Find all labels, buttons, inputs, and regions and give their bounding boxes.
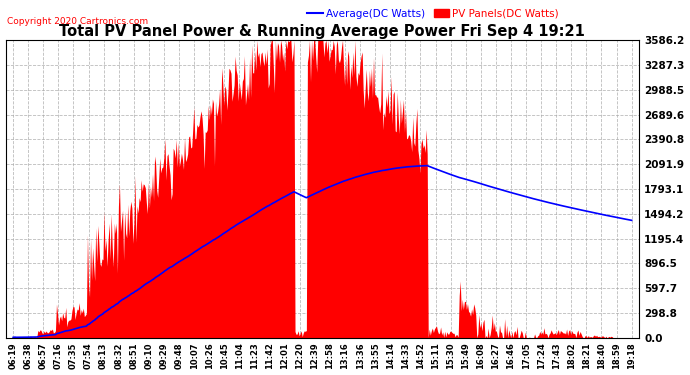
Title: Total PV Panel Power & Running Average Power Fri Sep 4 19:21: Total PV Panel Power & Running Average P… [59,24,585,39]
Legend: Average(DC Watts), PV Panels(DC Watts): Average(DC Watts), PV Panels(DC Watts) [303,4,563,23]
Text: Copyright 2020 Cartronics.com: Copyright 2020 Cartronics.com [7,17,148,26]
